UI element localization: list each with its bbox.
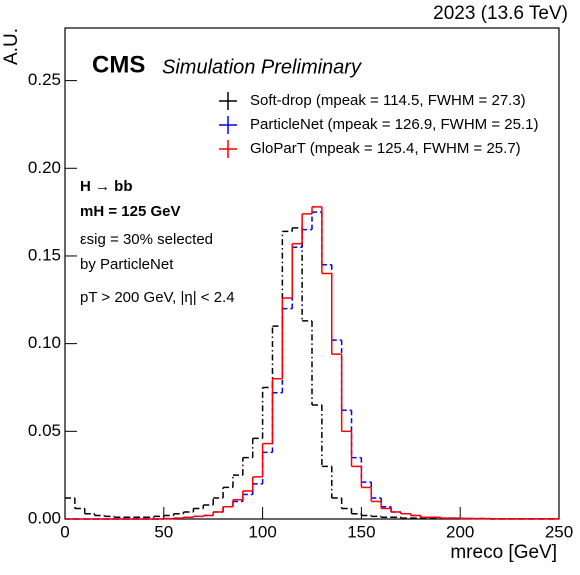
annotation: mH = 125 GeV [80, 203, 180, 220]
chart-title: CMS [92, 51, 145, 78]
y-tick-label: 0.25 [28, 70, 61, 89]
x-tick-label: 150 [347, 522, 375, 541]
annotation: H → bb [80, 178, 133, 195]
annotation: by ParticleNet [80, 256, 174, 273]
y-tick-label: 0.20 [28, 158, 61, 177]
annotation: εsig = 30% selected [80, 231, 213, 248]
legend-label: ParticleNet (mpeak = 126.9, FWHM = 25.1) [250, 116, 538, 133]
legend-label: GloParT (mpeak = 125.4, FWHM = 25.7) [250, 140, 521, 157]
legend-label: Soft-drop (mpeak = 114.5, FWHM = 27.3) [250, 92, 526, 109]
y-tick-label: 0.00 [28, 508, 61, 527]
chart-subtitle: Simulation Preliminary [162, 56, 362, 78]
top-label: 2023 (13.6 TeV) [433, 3, 568, 24]
y-tick-label: 0.10 [28, 333, 61, 352]
x-tick-label: 0 [60, 522, 69, 541]
annotation: pT > 200 GeV, |η| < 2.4 [80, 289, 235, 306]
plot-frame [64, 27, 560, 520]
x-tick-label: 100 [248, 522, 276, 541]
y-tick-label: 0.15 [28, 245, 61, 264]
x-tick-label: 50 [154, 522, 173, 541]
x-tick-label: 200 [446, 522, 474, 541]
y-axis-label: A.U. [1, 28, 22, 65]
x-axis-label: mreco [GeV] [450, 542, 557, 563]
y-tick-label: 0.05 [28, 421, 61, 440]
x-tick-label: 250 [545, 522, 573, 541]
